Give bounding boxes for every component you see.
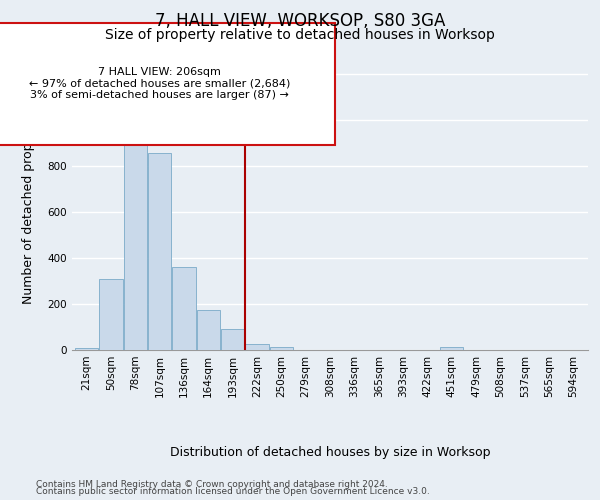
Text: Size of property relative to detached houses in Worksop: Size of property relative to detached ho… xyxy=(105,28,495,42)
X-axis label: Distribution of detached houses by size in Worksop: Distribution of detached houses by size … xyxy=(170,446,490,458)
Bar xyxy=(270,347,293,350)
Text: Contains public sector information licensed under the Open Government Licence v3: Contains public sector information licen… xyxy=(36,487,430,496)
Text: 7 HALL VIEW: 206sqm
← 97% of detached houses are smaller (2,684)
3% of semi-deta: 7 HALL VIEW: 206sqm ← 97% of detached ho… xyxy=(29,67,290,100)
Bar xyxy=(100,278,122,350)
Y-axis label: Number of detached properties: Number of detached properties xyxy=(22,106,35,304)
Bar xyxy=(245,344,269,350)
Bar xyxy=(75,348,98,350)
Bar xyxy=(197,310,220,350)
Bar xyxy=(440,347,463,350)
Bar xyxy=(148,153,171,350)
Bar xyxy=(172,267,196,350)
Bar xyxy=(221,330,244,350)
Text: Contains HM Land Registry data © Crown copyright and database right 2024.: Contains HM Land Registry data © Crown c… xyxy=(36,480,388,489)
Bar xyxy=(124,132,147,350)
Text: 7, HALL VIEW, WORKSOP, S80 3GA: 7, HALL VIEW, WORKSOP, S80 3GA xyxy=(155,12,445,30)
